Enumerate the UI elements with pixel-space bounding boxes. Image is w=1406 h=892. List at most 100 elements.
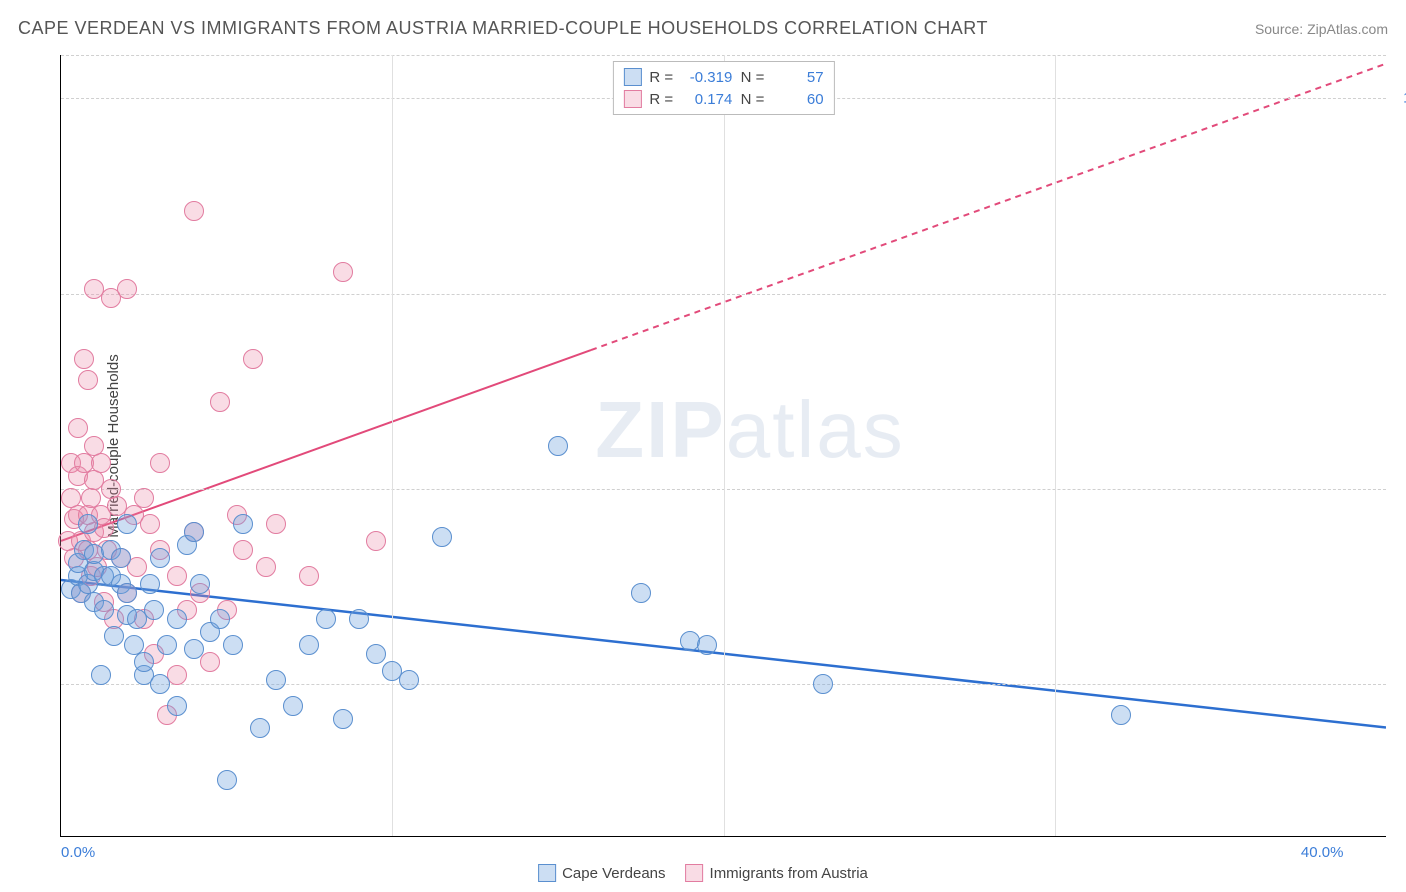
- data-point: [94, 592, 114, 612]
- data-point: [266, 670, 286, 690]
- data-point: [233, 514, 253, 534]
- data-point: [134, 665, 154, 685]
- legend-item: Immigrants from Austria: [686, 864, 868, 882]
- data-point: [107, 496, 127, 516]
- data-point: [127, 609, 147, 629]
- xtick-label: 40.0%: [1301, 844, 1344, 861]
- data-point: [299, 566, 319, 586]
- data-point: [157, 705, 177, 725]
- legend-bottom: Cape Verdeans Immigrants from Austria: [538, 864, 868, 882]
- legend-swatch: [623, 68, 641, 86]
- ytick-label: 100.0%: [1394, 90, 1406, 107]
- data-point: [84, 544, 104, 564]
- data-point: [697, 635, 717, 655]
- data-point: [680, 631, 700, 651]
- data-point: [81, 488, 101, 508]
- data-point: [233, 540, 253, 560]
- data-point: [91, 505, 111, 525]
- data-point: [78, 514, 98, 534]
- data-point: [91, 665, 111, 685]
- data-point: [366, 531, 386, 551]
- data-point: [74, 540, 94, 560]
- xtick-label: 0.0%: [61, 844, 95, 861]
- data-point: [299, 635, 319, 655]
- data-point: [144, 600, 164, 620]
- data-point: [150, 548, 170, 568]
- data-point: [366, 644, 386, 664]
- data-point: [111, 548, 131, 568]
- gridline-v: [392, 55, 393, 836]
- legend-swatch: [686, 864, 704, 882]
- data-point: [104, 609, 124, 629]
- data-point: [210, 392, 230, 412]
- plot-area: ZIPatlas R = -0.319 N = 57R = 0.174 N = …: [60, 55, 1386, 837]
- data-point: [111, 574, 131, 594]
- data-point: [68, 553, 88, 573]
- data-point: [223, 635, 243, 655]
- data-point: [243, 349, 263, 369]
- data-point: [184, 201, 204, 221]
- data-point: [117, 279, 137, 299]
- data-point: [184, 639, 204, 659]
- data-point: [190, 574, 210, 594]
- data-point: [316, 609, 336, 629]
- data-point: [74, 453, 94, 473]
- data-point: [101, 288, 121, 308]
- watermark-part2: atlas: [726, 385, 905, 474]
- data-point: [333, 262, 353, 282]
- data-point: [68, 466, 88, 486]
- chart-container: Married-couple Households ZIPatlas R = -…: [60, 55, 1386, 837]
- data-point: [134, 609, 154, 629]
- source-label: Source: ZipAtlas.com: [1255, 21, 1388, 37]
- data-point: [78, 505, 98, 525]
- data-point: [134, 488, 154, 508]
- legend-label: Cape Verdeans: [562, 865, 665, 882]
- data-point: [94, 518, 114, 538]
- data-point: [84, 592, 104, 612]
- data-point: [150, 540, 170, 560]
- data-point: [84, 279, 104, 299]
- data-point: [210, 609, 230, 629]
- data-point: [68, 418, 88, 438]
- data-point: [283, 696, 303, 716]
- data-point: [177, 600, 197, 620]
- legend-swatch: [538, 864, 556, 882]
- ytick-label: 32.5%: [1394, 676, 1406, 693]
- data-point: [84, 561, 104, 581]
- data-point: [134, 652, 154, 672]
- data-point: [349, 609, 369, 629]
- legend-item: Cape Verdeans: [538, 864, 665, 882]
- data-point: [84, 470, 104, 490]
- ytick-label: 55.0%: [1394, 480, 1406, 497]
- data-point: [64, 509, 84, 529]
- data-point: [432, 527, 452, 547]
- data-point: [84, 522, 104, 542]
- data-point: [217, 770, 237, 790]
- gridline-v: [724, 55, 725, 836]
- data-point: [64, 548, 84, 568]
- data-point: [227, 505, 247, 525]
- data-point: [101, 540, 121, 560]
- legend-swatch: [623, 90, 641, 108]
- data-point: [111, 548, 131, 568]
- legend-stat-row: R = -0.319 N = 57: [623, 66, 823, 88]
- data-point: [97, 540, 117, 560]
- data-point: [104, 626, 124, 646]
- legend-stat-row: R = 0.174 N = 60: [623, 88, 823, 110]
- data-point: [217, 600, 237, 620]
- data-point: [190, 583, 210, 603]
- data-point: [71, 583, 91, 603]
- watermark-part1: ZIP: [595, 385, 725, 474]
- data-point: [91, 453, 111, 473]
- data-point: [184, 522, 204, 542]
- data-point: [250, 718, 270, 738]
- data-point: [177, 535, 197, 555]
- data-point: [167, 696, 187, 716]
- data-point: [61, 488, 81, 508]
- data-point: [200, 622, 220, 642]
- data-point: [399, 670, 419, 690]
- data-point: [117, 514, 137, 534]
- data-point: [333, 709, 353, 729]
- data-point: [71, 531, 91, 551]
- data-point: [157, 635, 177, 655]
